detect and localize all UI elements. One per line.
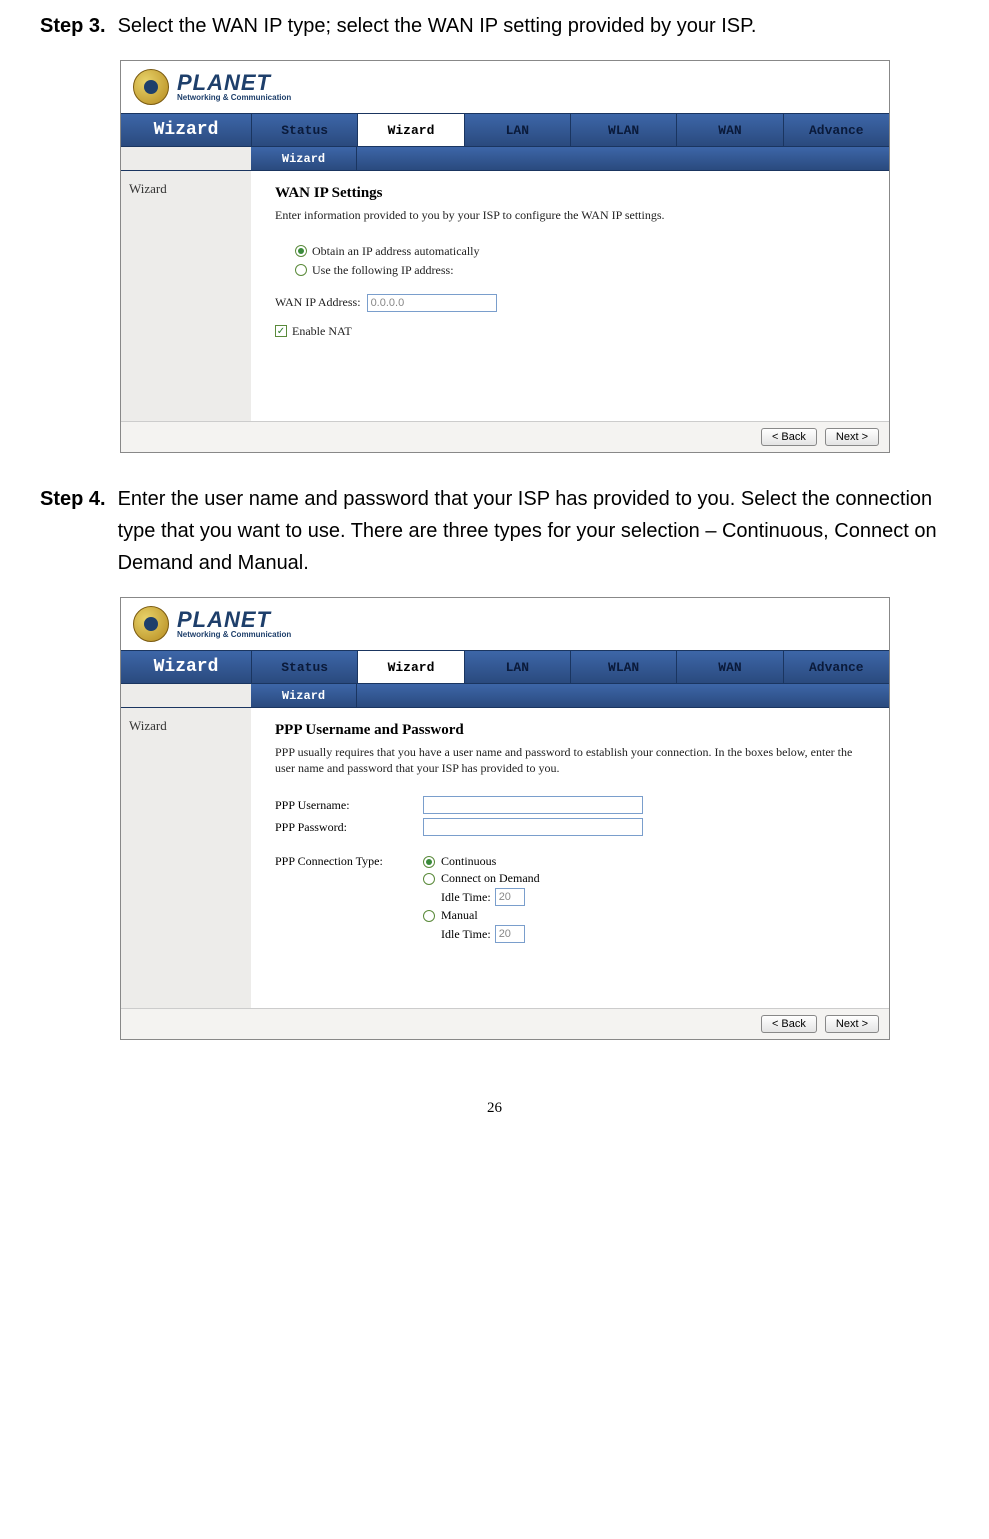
side-column: Wizard: [121, 171, 251, 421]
nat-checkbox[interactable]: ✓: [275, 325, 287, 337]
radio-manual-label: Use the following IP address:: [312, 263, 454, 278]
logo-icon: [133, 69, 169, 105]
nav-title-2: Wizard: [121, 651, 251, 683]
sub-nav-row: Wizard: [121, 147, 889, 171]
nav-title: Wizard: [121, 114, 251, 146]
step4-text: Enter the user name and password that yo…: [118, 483, 949, 579]
conn-manual-row[interactable]: Manual: [423, 908, 865, 923]
step3-button-bar: < Back Next >: [121, 421, 889, 452]
next-button[interactable]: Next >: [825, 428, 879, 446]
content-row-2: Wizard PPP Username and Password PPP usu…: [121, 708, 889, 1008]
logo-text-2: PLANET Networking & Communication: [177, 609, 291, 639]
side-column-2: Wizard: [121, 708, 251, 1008]
idle-row-2: Idle Time:: [423, 925, 865, 943]
nav-tabs-2: Status Wizard LAN WLAN WAN Advance: [251, 651, 889, 683]
radio-demand[interactable]: [423, 873, 435, 885]
side-wizard-link[interactable]: Wizard: [129, 181, 167, 196]
sub-nav-row-2: Wizard: [121, 684, 889, 708]
step3-text: Select the WAN IP type; select the WAN I…: [118, 10, 949, 42]
logo-text: PLANET Networking & Communication: [177, 72, 291, 102]
wan-ip-input[interactable]: [367, 294, 497, 312]
conn-options: Continuous Connect on Demand Idle Time:: [423, 854, 865, 943]
logo-brand: PLANET: [177, 72, 291, 94]
wan-ip-row: WAN IP Address:: [275, 294, 865, 312]
step3-panel-title: WAN IP Settings: [275, 185, 865, 202]
conn-demand-row[interactable]: Connect on Demand: [423, 871, 865, 886]
logo-tagline-2: Networking & Communication: [177, 631, 291, 639]
wan-ip-label: WAN IP Address:: [275, 295, 361, 310]
idle-label-1: Idle Time:: [441, 890, 491, 905]
tab-advance[interactable]: Advance: [783, 114, 889, 146]
ppp-conn-label: PPP Connection Type:: [275, 854, 415, 869]
sub-tab-wizard-2[interactable]: Wizard: [251, 684, 357, 707]
step3-label: Step 3.: [40, 10, 106, 42]
step4-label: Step 4.: [40, 483, 106, 515]
radio-manual[interactable]: [295, 264, 307, 276]
radio-auto-row[interactable]: Obtain an IP address automatically: [295, 244, 865, 259]
tab-status[interactable]: Status: [251, 114, 357, 146]
tab-wlan[interactable]: WLAN: [570, 114, 676, 146]
radio-auto-label: Obtain an IP address automatically: [312, 244, 480, 259]
logo-icon-2: [133, 606, 169, 642]
step4-block: Step 4. Enter the user name and password…: [40, 483, 949, 1040]
tab-lan-2[interactable]: LAN: [464, 651, 570, 683]
idle-row-1: Idle Time:: [423, 888, 865, 906]
step3-main: WAN IP Settings Enter information provid…: [251, 171, 889, 421]
conn-continuous-label: Continuous: [441, 854, 496, 869]
idle-input-2[interactable]: [495, 925, 525, 943]
radio-manual-row[interactable]: Use the following IP address:: [295, 263, 865, 278]
tab-lan[interactable]: LAN: [464, 114, 570, 146]
next-button-2[interactable]: Next >: [825, 1015, 879, 1033]
logo-bar: PLANET Networking & Communication: [121, 61, 889, 113]
step4-button-bar: < Back Next >: [121, 1008, 889, 1039]
ppp-pass-label: PPP Password:: [275, 820, 415, 835]
step4-screenshot: PLANET Networking & Communication Wizard…: [120, 597, 890, 1040]
step4-main: PPP Username and Password PPP usually re…: [251, 708, 889, 1008]
nat-label: Enable NAT: [292, 324, 352, 339]
content-row: Wizard WAN IP Settings Enter information…: [121, 171, 889, 421]
tab-advance-2[interactable]: Advance: [783, 651, 889, 683]
logo-brand-2: PLANET: [177, 609, 291, 631]
idle-label-2: Idle Time:: [441, 927, 491, 942]
nav-tabs: Status Wizard LAN WLAN WAN Advance: [251, 114, 889, 146]
step4-panel-title: PPP Username and Password: [275, 722, 865, 739]
back-button-2[interactable]: < Back: [761, 1015, 817, 1033]
nav-row-2: Wizard Status Wizard LAN WLAN WAN Advanc…: [121, 650, 889, 684]
ppp-user-input[interactable]: [423, 796, 643, 814]
step3-panel-desc: Enter information provided to you by you…: [275, 208, 865, 224]
radio-auto[interactable]: [295, 245, 307, 257]
tab-wizard-2[interactable]: Wizard: [357, 651, 463, 683]
tab-wlan-2[interactable]: WLAN: [570, 651, 676, 683]
back-button[interactable]: < Back: [761, 428, 817, 446]
logo-tagline: Networking & Communication: [177, 94, 291, 102]
nat-row[interactable]: ✓ Enable NAT: [275, 324, 865, 339]
step3-block: Step 3. Select the WAN IP type; select t…: [40, 10, 949, 453]
step3-screenshot: PLANET Networking & Communication Wizard…: [120, 60, 890, 453]
tab-wan[interactable]: WAN: [676, 114, 782, 146]
sub-spacer: [121, 147, 251, 170]
conn-demand-label: Connect on Demand: [441, 871, 540, 886]
sub-tab-wizard[interactable]: Wizard: [251, 147, 357, 170]
ppp-grid: PPP Username: PPP Password: PPP Connecti…: [275, 796, 865, 943]
step3-header: Step 3. Select the WAN IP type; select t…: [40, 10, 949, 42]
ppp-pass-input[interactable]: [423, 818, 643, 836]
ppp-user-label: PPP Username:: [275, 798, 415, 813]
radio-manual-conn[interactable]: [423, 910, 435, 922]
page-number: 26: [40, 1100, 949, 1117]
logo-bar-2: PLANET Networking & Communication: [121, 598, 889, 650]
idle-input-1[interactable]: [495, 888, 525, 906]
sub-spacer-2: [121, 684, 251, 707]
tab-wizard[interactable]: Wizard: [357, 114, 463, 146]
nav-row: Wizard Status Wizard LAN WLAN WAN Advanc…: [121, 113, 889, 147]
step4-header: Step 4. Enter the user name and password…: [40, 483, 949, 579]
conn-manual-label: Manual: [441, 908, 478, 923]
tab-status-2[interactable]: Status: [251, 651, 357, 683]
tab-wan-2[interactable]: WAN: [676, 651, 782, 683]
side-wizard-link-2[interactable]: Wizard: [129, 718, 167, 733]
conn-continuous-row[interactable]: Continuous: [423, 854, 865, 869]
step4-panel-desc: PPP usually requires that you have a use…: [275, 745, 865, 776]
radio-continuous[interactable]: [423, 856, 435, 868]
step3-form: Obtain an IP address automatically Use t…: [275, 244, 865, 339]
